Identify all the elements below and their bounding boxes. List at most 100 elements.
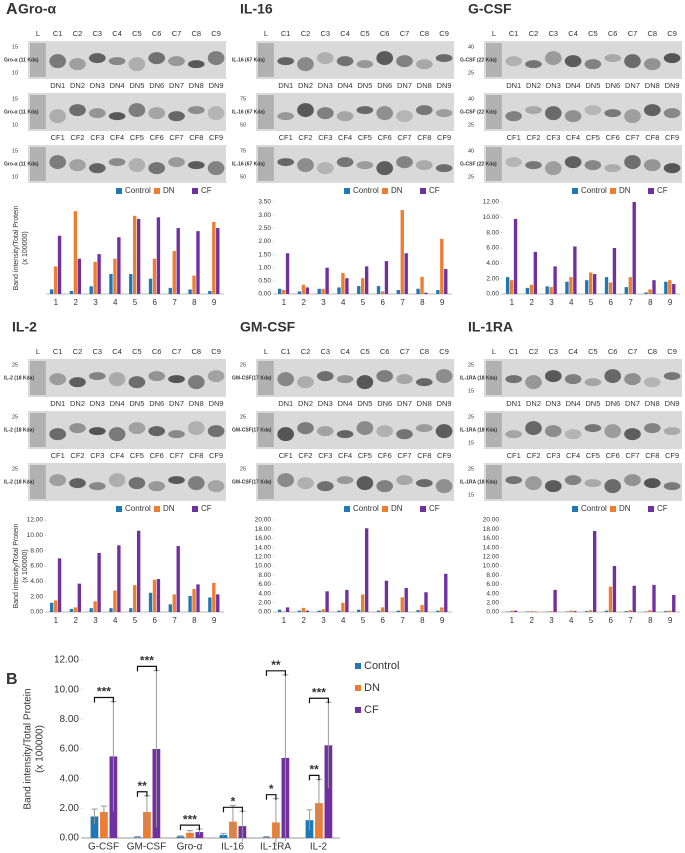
lane-label: CF3 <box>318 133 332 142</box>
mw-marker: 40 <box>468 148 474 154</box>
blot-strip <box>484 41 682 79</box>
blot-band <box>564 429 582 440</box>
bar <box>668 280 672 294</box>
blot-band <box>297 158 314 173</box>
lane-label: DN6 <box>149 399 164 408</box>
blot-band <box>207 480 225 493</box>
y-tick-label: 12.00 <box>27 517 44 524</box>
blot-band <box>584 479 602 488</box>
mw-marker: 25 <box>468 362 474 368</box>
blot-band <box>525 375 542 390</box>
ladder-lane <box>258 43 274 77</box>
blot-band <box>168 375 185 384</box>
lane-label: CF4 <box>338 451 352 460</box>
bar <box>424 592 428 612</box>
lane-label: CF1 <box>51 451 65 460</box>
legend-label: Control <box>364 660 399 672</box>
y-tick-label: 0.00 <box>486 291 499 298</box>
lane-label: C6 <box>608 347 618 356</box>
y-tick-label: 4.00 <box>60 773 80 784</box>
blot-band <box>643 423 661 434</box>
bar <box>176 228 180 294</box>
bar <box>436 290 440 294</box>
blot-band <box>376 370 394 383</box>
bar <box>444 573 448 612</box>
blot-band <box>584 424 602 433</box>
bar <box>380 291 385 294</box>
blot-band <box>624 474 641 487</box>
lane-label: C4 <box>340 347 350 356</box>
lane-label: CF6 <box>378 133 392 142</box>
blot-band <box>505 56 523 67</box>
lane-label: CF2 <box>526 451 540 460</box>
blot-band <box>604 479 622 494</box>
legend-swatch <box>355 685 361 691</box>
bar <box>73 211 78 294</box>
legend-label: CF <box>364 704 379 716</box>
y-tick-label: 6.00 <box>258 581 271 588</box>
blot-band <box>356 375 374 390</box>
significance-bracket <box>222 806 243 813</box>
x-tick-label: G-CSF <box>88 842 119 853</box>
lane-label: C5 <box>360 29 370 38</box>
blot-band <box>49 373 67 386</box>
bar <box>93 601 97 612</box>
y-tick-label: 4.00 <box>486 590 499 597</box>
bar <box>77 258 82 294</box>
x-tick-label: 7 <box>628 616 633 625</box>
y-tick-label: 1.50 <box>258 251 271 258</box>
bar <box>297 610 302 612</box>
y-tick-label: 0.00 <box>30 609 43 616</box>
bar <box>505 277 510 294</box>
lane-label: DN3 <box>90 81 105 90</box>
bar <box>100 812 108 838</box>
bar <box>361 278 365 294</box>
bar <box>186 832 194 838</box>
blot-band <box>435 109 453 118</box>
y-tick-label: 12.00 <box>54 655 79 666</box>
blot-band <box>336 56 354 67</box>
legend-swatch <box>192 188 198 194</box>
y-tick-label: 3.50 <box>258 199 271 206</box>
blot-band <box>643 377 661 388</box>
lane-label: CF3 <box>546 133 560 142</box>
blot-band <box>525 421 542 436</box>
significance-bracket <box>136 791 148 797</box>
bar <box>176 546 180 612</box>
lane-label: DN2 <box>70 81 85 90</box>
blot-band <box>415 105 433 116</box>
lane-label: DN1 <box>506 81 521 90</box>
blot-band <box>624 109 641 124</box>
legend-swatch <box>344 506 350 512</box>
bar <box>57 558 62 612</box>
blot-band <box>604 54 622 63</box>
blot-band <box>297 376 314 389</box>
lane-label: CF2 <box>298 451 312 460</box>
bar <box>364 266 369 294</box>
mw-marker: 25 <box>240 362 246 368</box>
y-tick-label: 8.00 <box>30 547 43 554</box>
blot-band <box>356 60 374 69</box>
y-tick-label: 12.00 <box>483 554 500 561</box>
bar <box>192 589 196 612</box>
lane-label: CF8 <box>417 133 431 142</box>
x-tick-label: 4 <box>113 616 118 625</box>
blot-band <box>505 476 523 485</box>
blot-band <box>624 54 641 69</box>
blot-band <box>128 158 146 173</box>
lane-label: DN5 <box>357 399 372 408</box>
ladder-lane <box>258 413 274 447</box>
lane-label: DN2 <box>526 399 541 408</box>
x-tick-label: 2 <box>73 616 78 625</box>
lane-label: DN7 <box>397 399 412 408</box>
mw-marker: 10 <box>12 70 18 76</box>
x-tick-label: 8 <box>420 616 425 625</box>
blot-band <box>624 428 641 441</box>
x-tick-label: 7 <box>628 298 633 307</box>
blot-band <box>148 481 166 492</box>
blot-band <box>663 163 681 174</box>
bar <box>148 592 153 612</box>
lane-label: L <box>264 29 268 38</box>
blot-band <box>88 53 106 64</box>
bar <box>545 286 549 294</box>
